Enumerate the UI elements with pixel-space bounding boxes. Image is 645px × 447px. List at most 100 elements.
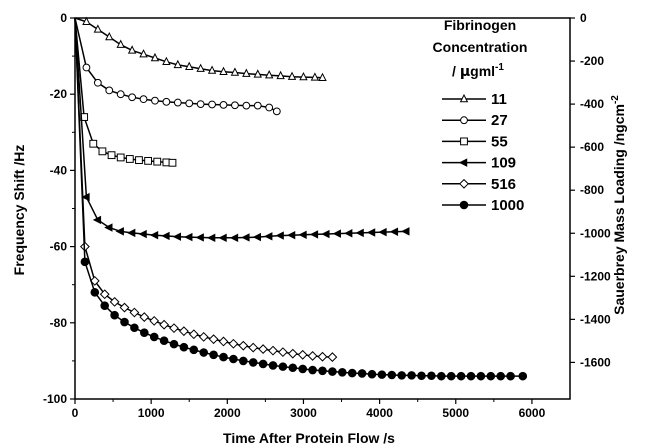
data-point [185, 99, 194, 108]
data-point [344, 229, 353, 238]
data-point [328, 367, 337, 376]
x-tick-label: 6000 [519, 406, 546, 420]
data-point [105, 31, 114, 41]
data-point [397, 371, 407, 380]
data-point [253, 69, 262, 78]
data-point [89, 139, 98, 148]
right-axis-title: Sauerbrey Mass Loading /ngcm-2 [610, 95, 627, 315]
data-point [318, 366, 327, 376]
data-point [161, 231, 170, 241]
series-layer [74, 16, 528, 381]
data-point [268, 361, 278, 370]
data-point [199, 348, 208, 357]
right-tick-label: -400 [580, 97, 604, 111]
data-point [109, 296, 120, 307]
legend-label: 109 [491, 155, 516, 172]
data-point [307, 351, 318, 361]
legend-marker [459, 178, 469, 189]
data-point [92, 215, 102, 225]
data-point [407, 371, 416, 380]
data-point [264, 70, 274, 79]
y-tick-label: -80 [50, 316, 68, 330]
data-point [299, 71, 308, 81]
data-point [162, 97, 171, 106]
data-point [150, 52, 160, 62]
data-point [278, 362, 288, 371]
data-point [466, 371, 476, 381]
data-point [172, 232, 182, 241]
data-point [173, 98, 182, 107]
data-point [127, 45, 137, 54]
data-point [417, 371, 426, 381]
series-line [74, 17, 407, 239]
data-point [169, 323, 179, 334]
legend-label: 27 [491, 112, 508, 129]
data-point [198, 331, 209, 342]
data-point [196, 63, 205, 72]
y-axis: 0 -20 -40 -60 -80 -100 [43, 11, 75, 406]
data-point [228, 338, 239, 349]
x-axis: 0 1000 2000 3000 4000 5000 6000 [72, 399, 546, 420]
data-point [367, 369, 377, 379]
data-point [93, 78, 102, 87]
right-tick-label: -1000 [580, 226, 611, 240]
right-axis-title-main: Sauerbrey Mass Loading /ngcm [611, 104, 627, 315]
right-axis-title-exponent: -2 [610, 95, 621, 104]
series-line [74, 17, 523, 377]
data-point [162, 56, 171, 66]
data-point [258, 344, 269, 354]
data-point [332, 229, 341, 238]
data-point [116, 39, 125, 48]
data-point [178, 326, 189, 337]
data-point [82, 63, 91, 72]
data-point [239, 356, 248, 366]
legend-entry: 109 [442, 155, 516, 172]
y-tick-label: 0 [60, 11, 67, 25]
y-tick-label: -60 [50, 240, 68, 254]
legend-marker [460, 137, 468, 146]
data-point [184, 232, 193, 242]
data-point [116, 153, 125, 162]
legend-label: 516 [491, 176, 516, 193]
y-tick-label: -100 [43, 392, 67, 406]
data-point [219, 100, 228, 109]
legend-title-line-1: Fibrinogen [444, 17, 516, 33]
legend-entry: 516 [442, 176, 516, 193]
data-point [268, 345, 278, 356]
data-point [82, 16, 91, 26]
data-point [317, 351, 328, 362]
data-point [389, 227, 399, 236]
data-point [378, 227, 387, 237]
data-point [98, 147, 107, 156]
data-point [139, 49, 148, 58]
series-516 [74, 17, 338, 362]
series-1000 [74, 17, 528, 381]
data-point [159, 336, 169, 346]
data-point [139, 95, 148, 104]
data-point [208, 334, 219, 345]
data-point [377, 370, 387, 379]
data-point [272, 107, 281, 116]
data-point [242, 68, 251, 77]
data-point [401, 227, 410, 236]
y-tick-label: -40 [50, 163, 68, 177]
legend-entries: 11 27 55 109 516 1000 [442, 91, 524, 214]
data-point [338, 368, 347, 377]
data-point [93, 24, 103, 33]
legend-unit-rest: gml [470, 63, 495, 79]
data-point [308, 365, 317, 375]
data-point [321, 229, 330, 239]
x-tick-label: 3000 [290, 406, 317, 420]
data-point [355, 228, 364, 238]
data-point [387, 370, 397, 380]
legend-label: 55 [491, 133, 508, 150]
right-tick-label: 0 [580, 11, 587, 25]
data-point [100, 301, 109, 310]
right-tick-label: -200 [580, 54, 604, 68]
y-tick-label: -20 [50, 87, 68, 101]
data-point [120, 317, 129, 327]
right-tick-label: -1400 [580, 312, 611, 326]
data-point [238, 340, 249, 351]
data-point [229, 233, 239, 243]
